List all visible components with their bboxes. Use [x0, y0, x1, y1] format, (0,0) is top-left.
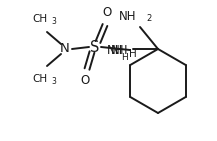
Text: NH: NH [118, 10, 136, 24]
Text: H: H [121, 53, 127, 62]
Text: 3: 3 [51, 16, 56, 26]
Text: CH: CH [32, 14, 48, 24]
Text: N: N [60, 42, 70, 56]
Text: NH: NH [111, 44, 129, 57]
Text: O: O [102, 6, 112, 19]
Text: O: O [80, 74, 90, 88]
Text: H: H [129, 49, 137, 59]
Text: CH: CH [32, 74, 48, 84]
Text: NH: NH [107, 45, 124, 58]
Text: 3: 3 [51, 77, 56, 85]
Text: 2: 2 [146, 14, 151, 23]
Text: S: S [90, 39, 100, 55]
